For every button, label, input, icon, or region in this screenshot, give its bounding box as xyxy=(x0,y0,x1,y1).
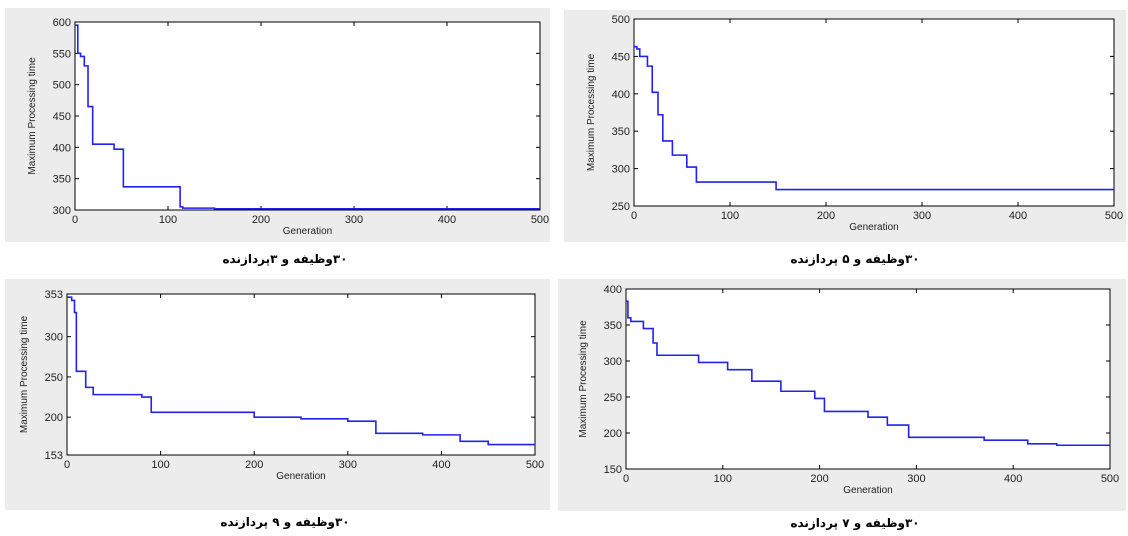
series-line xyxy=(75,24,540,210)
chart-panel-2: 0 100 200 300 400 500 250 300 350 400 450 500 Genera… xyxy=(564,10,1126,242)
x-tick-label: 100 xyxy=(151,459,169,471)
x-tick-label: 300 xyxy=(345,214,363,226)
chart-panel-4: 0 100 200 300 400 500 150 200 250 300 350 400 Genera… xyxy=(558,279,1126,511)
y-tick-label: 250 xyxy=(45,372,63,384)
x-tick-label: 100 xyxy=(714,473,732,485)
y-tick-label: 300 xyxy=(53,205,71,217)
chart-caption-3: ۳۰وظیفه و ۹ پردازنده xyxy=(220,515,350,529)
y-tick-label: 200 xyxy=(604,428,622,440)
y-tick-label: 450 xyxy=(612,51,630,63)
x-tick-label: 200 xyxy=(252,214,270,226)
x-tick-label: 100 xyxy=(159,214,177,226)
y-tick-label: 500 xyxy=(53,80,71,92)
y-tick-label: 300 xyxy=(604,356,622,368)
x-tick-label: 200 xyxy=(810,473,828,485)
x-axis-label: Generation xyxy=(276,471,325,482)
x-tick-label: 0 xyxy=(64,459,70,471)
x-tick-label: 300 xyxy=(339,459,357,471)
x-axis-label: Generation xyxy=(849,222,898,233)
y-tick-label: 300 xyxy=(45,332,63,344)
y-axis-label: Maximum Processing time xyxy=(586,53,597,171)
x-axis-label: Generation xyxy=(283,226,332,237)
y-tick-label: 200 xyxy=(45,412,63,424)
x-tick-label: 400 xyxy=(432,459,450,471)
y-tick-label: 600 xyxy=(53,17,71,29)
x-tick-label: 0 xyxy=(623,473,629,485)
x-tick-label: 400 xyxy=(1004,473,1022,485)
y-tick-label: 150 xyxy=(604,464,622,476)
x-tick-label: 500 xyxy=(526,459,544,471)
y-tick-label: 250 xyxy=(612,201,630,213)
y-tick-label: 353 xyxy=(45,289,63,301)
plot-area xyxy=(625,288,1111,470)
y-tick-label: 350 xyxy=(604,320,622,332)
chart-svg-3: 0 100 200 300 400 500 153 200 250 300 353 Generatio… xyxy=(19,289,544,482)
y-axis-label: Maximum Processing time xyxy=(19,315,30,433)
y-tick-label: 400 xyxy=(612,89,630,101)
y-tick-label: 450 xyxy=(53,111,71,123)
chart-panel-3: 0 100 200 300 400 500 153 200 250 300 353 Generatio… xyxy=(5,279,550,510)
x-tick-label: 100 xyxy=(721,210,739,222)
plot-area xyxy=(633,18,1115,207)
x-tick-label: 0 xyxy=(72,214,78,226)
x-tick-label: 500 xyxy=(1105,210,1123,222)
series-line xyxy=(67,296,535,446)
y-tick-label: 350 xyxy=(612,126,630,138)
x-axis-label: Generation xyxy=(843,485,892,496)
y-axis-label: Maximum Processing time xyxy=(27,57,38,175)
chart-svg-1: 0 100 200 300 400 500 300 350 400 450 500 550 600 Gen… xyxy=(27,17,549,237)
chart-panel-1: 0 100 200 300 400 500 300 350 400 450 500 550 600 Gen… xyxy=(5,8,550,242)
y-tick-label: 400 xyxy=(53,142,71,154)
y-axis-label: Maximum Processing time xyxy=(578,320,589,438)
x-tick-label: 300 xyxy=(913,210,931,222)
chart-caption-1: ۳۰وظیفه و ۳پردازنده xyxy=(222,252,348,266)
chart-caption-4: ۳۰وظیفه و ۷ پردازنده xyxy=(790,516,920,530)
x-tick-label: 200 xyxy=(817,210,835,222)
plot-area xyxy=(66,293,536,456)
chart-svg-4: 0 100 200 300 400 500 150 200 250 300 350 400 Genera… xyxy=(578,284,1119,496)
chart-svg-2: 0 100 200 300 400 500 250 300 350 400 450 500 Genera… xyxy=(586,14,1123,233)
y-tick-label: 350 xyxy=(53,174,71,186)
x-tick-label: 0 xyxy=(631,210,637,222)
y-tick-label: 500 xyxy=(612,14,630,26)
y-tick-label: 400 xyxy=(604,284,622,296)
series-line xyxy=(626,300,1110,447)
y-tick-label: 550 xyxy=(53,48,71,60)
x-tick-label: 300 xyxy=(907,473,925,485)
y-tick-label: 250 xyxy=(604,392,622,404)
chart-caption-2: ۳۰وظیفه و ۵ پردازنده xyxy=(790,252,920,266)
series-line xyxy=(634,45,1114,191)
x-tick-label: 200 xyxy=(245,459,263,471)
x-tick-label: 400 xyxy=(438,214,456,226)
x-tick-label: 500 xyxy=(1101,473,1119,485)
x-tick-label: 500 xyxy=(531,214,549,226)
y-tick-label: 300 xyxy=(612,164,630,176)
y-tick-label: 153 xyxy=(45,450,63,462)
plot-area xyxy=(74,21,541,211)
x-tick-label: 400 xyxy=(1009,210,1027,222)
